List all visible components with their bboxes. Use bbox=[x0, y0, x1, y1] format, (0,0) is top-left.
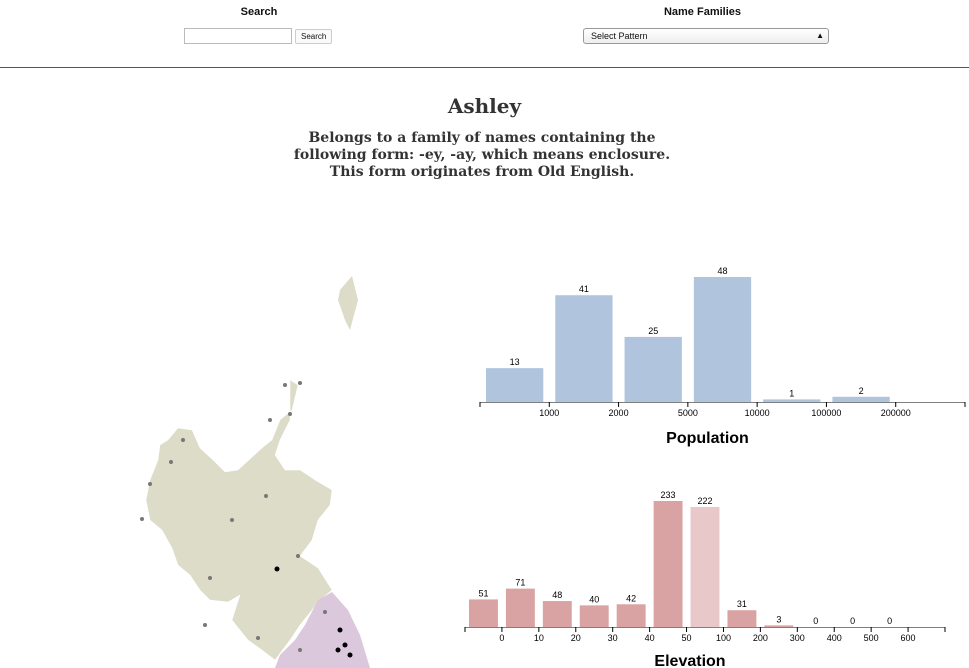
map-dots-dark bbox=[274, 566, 353, 658]
bar-label: 2 bbox=[859, 386, 864, 396]
search-input[interactable] bbox=[184, 28, 292, 44]
divider bbox=[0, 67, 969, 68]
x-tick-label: 10000 bbox=[745, 408, 770, 418]
bar-label: 71 bbox=[515, 578, 525, 588]
search-button[interactable]: Search bbox=[295, 29, 333, 44]
bar bbox=[469, 599, 498, 627]
bar-label: 1 bbox=[789, 388, 794, 398]
bar bbox=[690, 506, 720, 627]
bar bbox=[505, 588, 535, 627]
name-title: Ashley bbox=[447, 94, 522, 118]
x-tick-label: 30 bbox=[608, 633, 618, 643]
x-tick-label: 500 bbox=[864, 633, 879, 643]
map-dots bbox=[140, 381, 327, 652]
x-tick-label: 200000 bbox=[881, 408, 911, 418]
x-tick-label: 40 bbox=[645, 633, 655, 643]
bar bbox=[624, 336, 682, 402]
bar-label: 41 bbox=[579, 284, 589, 294]
select-text: Select Pattern bbox=[591, 31, 648, 41]
x-tick-label: 10 bbox=[534, 633, 544, 643]
x-tick-label: 400 bbox=[827, 633, 842, 643]
bar bbox=[653, 501, 683, 627]
x-tick-label: 300 bbox=[790, 633, 805, 643]
search-label: Search bbox=[240, 6, 278, 18]
bar-label: 40 bbox=[589, 594, 599, 604]
bar-label: 31 bbox=[737, 599, 747, 609]
bar bbox=[616, 604, 646, 627]
scotland bbox=[145, 379, 333, 661]
bar bbox=[832, 396, 890, 402]
chart-title: Elevation bbox=[654, 653, 725, 668]
x-tick-label: 100 bbox=[716, 633, 731, 643]
description: Belongs to a family of names containing … bbox=[293, 130, 671, 180]
families-label: Name Families bbox=[663, 6, 742, 18]
x-tick-label: 5000 bbox=[678, 408, 698, 418]
bar-label: 233 bbox=[661, 490, 676, 500]
x-tick-label: 100000 bbox=[811, 408, 841, 418]
bar-label: 0 bbox=[813, 616, 818, 626]
bar bbox=[727, 610, 757, 627]
families-select[interactable]: Select Pattern ▲︎ bbox=[583, 28, 829, 44]
select-arrow: ▲︎ bbox=[816, 31, 824, 40]
bar bbox=[693, 277, 752, 402]
islands bbox=[338, 276, 358, 330]
bar bbox=[555, 295, 613, 402]
x-tick-label: 0 bbox=[499, 633, 504, 643]
bar-label: 13 bbox=[510, 357, 520, 367]
bar-label: 0 bbox=[850, 616, 855, 626]
bar bbox=[579, 605, 609, 627]
x-tick-label: 200 bbox=[753, 633, 768, 643]
bar bbox=[542, 601, 572, 627]
x-tick-label: 600 bbox=[901, 633, 916, 643]
bar-label: 48 bbox=[552, 590, 562, 600]
bar-label: 42 bbox=[626, 593, 636, 603]
bar-label: 48 bbox=[717, 266, 727, 276]
x-tick-label: 1000 bbox=[539, 408, 559, 418]
bar-label: 0 bbox=[887, 616, 892, 626]
bar-label: 222 bbox=[697, 496, 712, 506]
map bbox=[140, 276, 370, 668]
bar-label: 3 bbox=[776, 614, 781, 624]
bar-label: 25 bbox=[648, 326, 658, 336]
bar bbox=[486, 368, 544, 402]
x-tick-label: 20 bbox=[571, 633, 581, 643]
chart-title: Population bbox=[666, 430, 749, 447]
bar bbox=[764, 625, 794, 627]
bar bbox=[763, 399, 821, 402]
x-tick-label: 2000 bbox=[609, 408, 629, 418]
bar-label: 51 bbox=[478, 588, 488, 598]
x-tick-label: 50 bbox=[682, 633, 692, 643]
